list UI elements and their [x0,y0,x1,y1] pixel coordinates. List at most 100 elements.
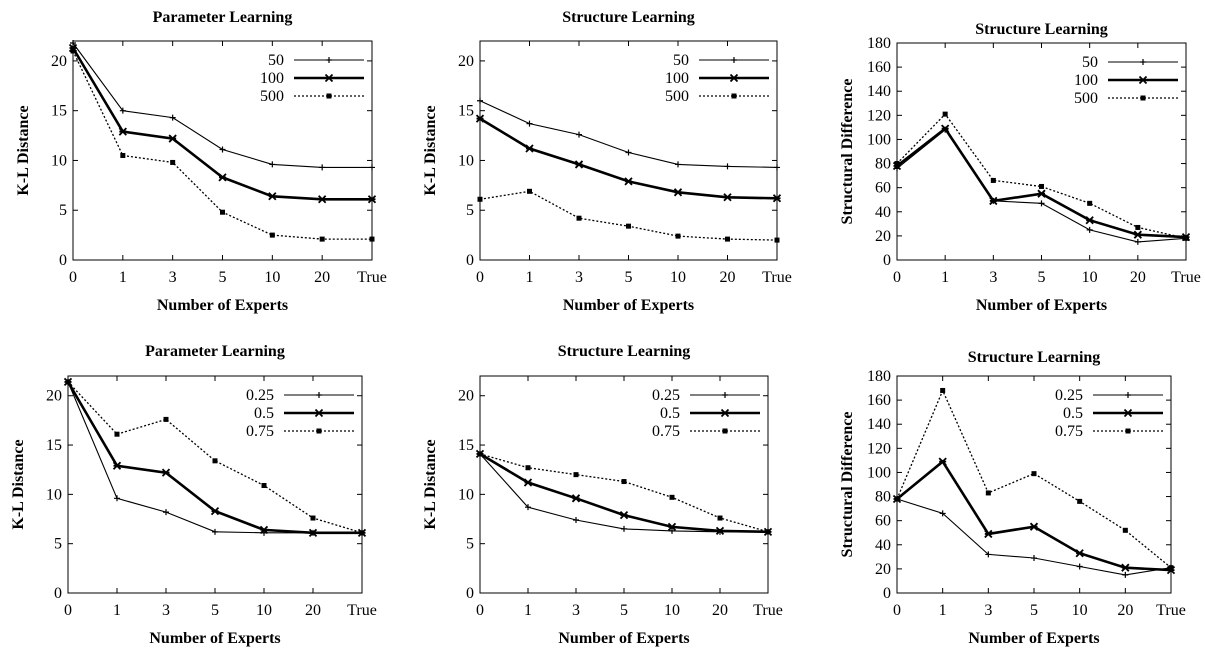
data-point [268,192,277,201]
data-point [169,114,176,121]
y-tick-label: 20 [458,388,474,405]
series-line [896,126,1187,239]
data-point [220,209,225,215]
legend-label: 0.25 [246,387,274,404]
x-tick-label: True [762,269,792,286]
series-0.75 [65,379,365,536]
legend-marker [1125,392,1131,398]
x-axis-label: Number of Experts [149,630,280,647]
data-point [1037,189,1046,198]
y-tick-label: 15 [458,437,474,454]
data-point [1029,522,1039,531]
legend-marker [316,428,322,434]
y-tick-label: 5 [59,202,67,219]
y-tick-label: 100 [867,464,891,481]
data-point [210,506,220,516]
data-point [477,451,483,457]
plot-frame [479,375,769,594]
data-point [723,193,732,202]
data-point [1135,224,1141,230]
data-point [675,233,681,239]
legend-marker [729,73,739,83]
data-point [1134,238,1141,245]
legend-label: 500 [665,88,689,105]
data-point [940,387,946,393]
data-point [525,144,534,153]
data-point [259,525,269,535]
data-point [984,529,993,539]
x-tick-label: 20 [712,602,728,619]
x-tick-label: True [1171,269,1201,286]
data-point [118,127,127,136]
chart-title: Structure Learning [968,349,1101,366]
series-50 [70,39,375,171]
x-tick-label: 3 [989,269,997,286]
data-point [625,149,632,156]
x-tick-label: 0 [64,602,72,619]
data-point [163,416,169,422]
x-axis-label: Number of Experts [968,630,1099,647]
data-point [985,490,991,496]
legend-marker [731,93,737,99]
x-tick-label: True [347,602,377,619]
data-point [1087,200,1093,206]
data-point [308,528,318,537]
legend-marker [314,408,324,418]
x-tick-label: 0 [893,269,901,286]
y-tick-label: 140 [867,83,891,100]
data-point [219,146,226,153]
x-tick-label: 5 [1030,602,1038,619]
data-point [1133,230,1142,239]
x-tick-label: 10 [256,602,272,619]
x-tick-label: 20 [305,602,321,619]
x-tick-label: 0 [69,269,77,286]
data-point [667,522,677,532]
data-point [1183,235,1189,241]
x-tick-label: 3 [169,269,177,286]
series-500 [894,111,1189,241]
data-point [163,509,169,516]
legend-marker [1123,408,1133,418]
series-0.75 [477,451,771,535]
data-point [675,161,681,168]
chart-title: Structure Learning [558,343,691,360]
data-point [725,236,730,242]
data-point [669,527,675,534]
data-point [269,232,275,238]
chart-title: Parameter Learning [153,9,293,26]
data-point [170,159,176,165]
data-point [619,510,629,520]
x-axis-label: Number of Experts [157,297,288,314]
series-line [479,453,768,533]
data-point [218,173,227,182]
data-point [1075,549,1084,558]
data-point [774,164,780,171]
x-tick-label: 5 [1038,269,1046,286]
x-tick-label: 3 [575,269,583,286]
y-axis-label: Structural Difference [839,79,856,225]
legend-marker [1140,59,1146,65]
data-point [571,494,581,503]
y-tick-label: 10 [458,486,474,503]
data-point [989,196,998,206]
y-axis-label: K-L Distance [15,105,32,195]
data-point [319,164,326,171]
series-0.5 [475,449,773,536]
x-tick-label: 1 [941,269,949,286]
data-point [119,107,126,114]
data-point [717,515,723,521]
data-point [359,530,365,536]
data-point [938,457,947,466]
y-axis-label: K-L Distance [422,105,439,195]
legend-marker [326,57,332,63]
data-point [1039,183,1044,189]
x-tick-label: True [1156,602,1186,619]
data-point [1121,563,1130,572]
x-tick-label: 5 [211,602,219,619]
x-tick-label: 0 [476,269,484,286]
legend-label: 50 [1082,54,1098,71]
data-point [573,472,579,478]
series-100 [475,114,782,203]
y-tick-label: 20 [458,53,474,70]
